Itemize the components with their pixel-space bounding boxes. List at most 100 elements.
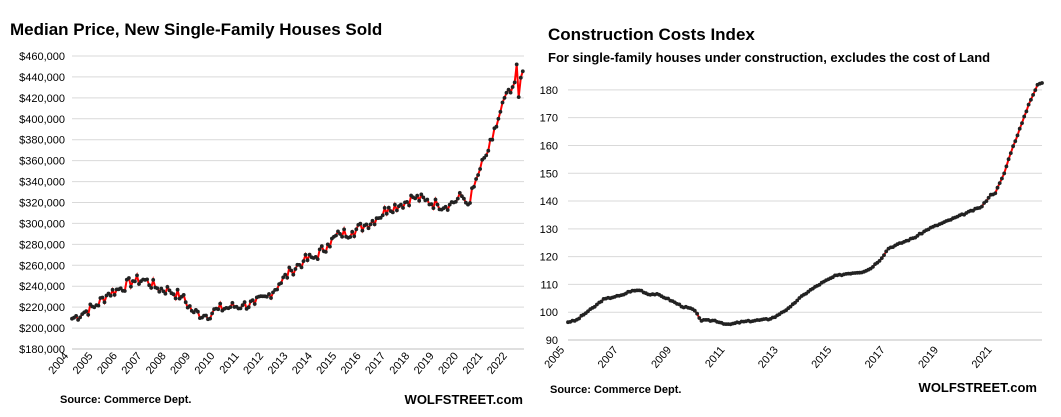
- median-price-data-point: [291, 273, 295, 277]
- median-price-data-point: [269, 296, 273, 300]
- construction-cost-y-tick-label: 110: [540, 279, 558, 291]
- median-price-data-point: [218, 302, 222, 306]
- construction-cost-x-tick-label: 2021: [970, 344, 995, 370]
- median-price-data-point: [78, 316, 82, 320]
- median-price-y-tick-label: $440,000: [19, 72, 65, 84]
- median-price-data-point: [348, 235, 352, 239]
- median-price-data-point: [462, 197, 466, 201]
- median-price-data-point: [231, 301, 235, 305]
- median-price-data-point: [509, 91, 513, 95]
- median-price-data-point: [239, 307, 243, 311]
- median-price-data-point: [267, 292, 271, 296]
- median-price-data-point: [184, 300, 188, 304]
- construction-cost-y-tick-label: 120: [540, 252, 558, 264]
- median-price-x-tick-label: 2005: [71, 350, 96, 376]
- construction-cost-data-point: [1040, 81, 1044, 85]
- median-price-data-point: [157, 290, 161, 294]
- median-price-y-tick-label: $280,000: [19, 239, 65, 251]
- median-price-x-tick-label: 2011: [217, 350, 241, 376]
- median-price-x-tick-label: 2013: [266, 350, 291, 376]
- median-price-data-point: [499, 110, 503, 114]
- median-price-data-point: [458, 191, 462, 195]
- median-price-data-point: [109, 294, 113, 298]
- median-price-data-point: [432, 206, 436, 210]
- construction-cost-x-tick-label: 2019: [916, 344, 941, 370]
- median-price-data-point: [285, 276, 289, 280]
- median-price-data-point: [444, 205, 448, 209]
- median-price-data-point: [478, 167, 482, 171]
- median-price-data-point: [324, 250, 328, 254]
- median-price-x-tick-label: 2006: [95, 350, 120, 376]
- median-price-data-point: [501, 101, 505, 105]
- median-price-data-point: [517, 95, 521, 99]
- construction-cost-chart: Construction Costs Index For single-fami…: [540, 25, 1044, 396]
- median-price-data-point: [417, 199, 421, 203]
- construction-cost-data-point: [998, 181, 1002, 185]
- median-price-data-point: [155, 286, 159, 290]
- median-price-data-point: [367, 226, 371, 230]
- median-price-data-point: [511, 85, 515, 89]
- construction-cost-chart-brand: WOLFSTREET.com: [919, 380, 1037, 395]
- median-price-data-point: [395, 209, 399, 213]
- construction-cost-data-point: [1005, 165, 1009, 169]
- median-price-data-point: [316, 257, 320, 261]
- median-price-data-point: [289, 269, 293, 273]
- construction-cost-y-tick-label: 180: [540, 85, 558, 97]
- median-price-data-point: [306, 258, 310, 262]
- median-price-data-point: [300, 266, 304, 270]
- median-price-x-tick-label: 2020: [436, 350, 461, 376]
- median-price-data-point: [350, 230, 354, 234]
- median-price-data-point: [172, 292, 176, 296]
- median-price-data-point: [446, 208, 450, 212]
- median-price-data-point: [275, 288, 279, 292]
- median-price-y-tick-label: $320,000: [19, 198, 65, 210]
- construction-cost-data-point: [1000, 177, 1004, 181]
- median-price-y-tick-label: $460,000: [19, 51, 65, 63]
- median-price-x-tick-label: 2010: [193, 350, 218, 376]
- construction-cost-y-tick-label: 130: [540, 224, 558, 236]
- median-price-data-point: [521, 69, 525, 73]
- median-price-data-point: [361, 229, 365, 233]
- construction-cost-data-point: [1027, 103, 1031, 107]
- construction-cost-x-tick-label: 2017: [863, 344, 888, 370]
- median-price-data-point: [247, 305, 251, 309]
- construction-cost-series-line: [568, 83, 1042, 324]
- median-price-data-point: [243, 300, 247, 304]
- median-price-data-point: [151, 278, 155, 282]
- median-price-data-point: [430, 202, 434, 206]
- median-price-x-tick-label: 2016: [339, 350, 364, 376]
- construction-cost-data-point: [1013, 139, 1017, 143]
- median-price-data-point: [176, 288, 180, 292]
- median-price-chart-brand: WOLFSTREET.com: [405, 392, 523, 407]
- median-price-data-point: [425, 198, 429, 202]
- median-price-data-point: [133, 280, 137, 284]
- median-price-data-point: [304, 253, 308, 257]
- median-price-data-point: [407, 204, 411, 208]
- median-price-data-point: [320, 244, 324, 248]
- median-price-x-tick-label: 2009: [168, 350, 193, 376]
- median-price-x-tick-label: 2008: [144, 350, 169, 376]
- median-price-data-point: [486, 149, 490, 153]
- median-price-y-tick-label: $340,000: [19, 177, 65, 189]
- median-price-data-point: [519, 76, 523, 80]
- median-price-data-point: [387, 206, 391, 210]
- median-price-data-point: [495, 125, 499, 129]
- median-price-data-point: [127, 276, 131, 280]
- median-price-y-tick-label: $240,000: [19, 281, 65, 293]
- construction-cost-chart-source: Source: Commerce Dept.: [550, 384, 681, 396]
- median-price-data-point: [497, 117, 501, 121]
- median-price-data-point: [84, 309, 88, 313]
- construction-cost-data-point: [693, 309, 697, 313]
- median-price-data-point: [86, 313, 90, 317]
- median-price-data-point: [164, 292, 168, 296]
- median-price-data-point: [391, 211, 395, 215]
- median-price-data-point: [74, 314, 78, 318]
- median-price-data-point: [383, 206, 387, 210]
- median-price-y-tick-label: $260,000: [19, 260, 65, 272]
- median-price-data-point: [434, 198, 438, 202]
- median-price-y-tick-label: $220,000: [19, 302, 65, 314]
- median-price-x-tick-label: 2018: [387, 350, 412, 376]
- median-price-x-tick-label: 2015: [314, 350, 339, 376]
- construction-cost-x-tick-label: 2011: [703, 344, 727, 370]
- median-price-x-tick-label: 2022: [485, 350, 510, 376]
